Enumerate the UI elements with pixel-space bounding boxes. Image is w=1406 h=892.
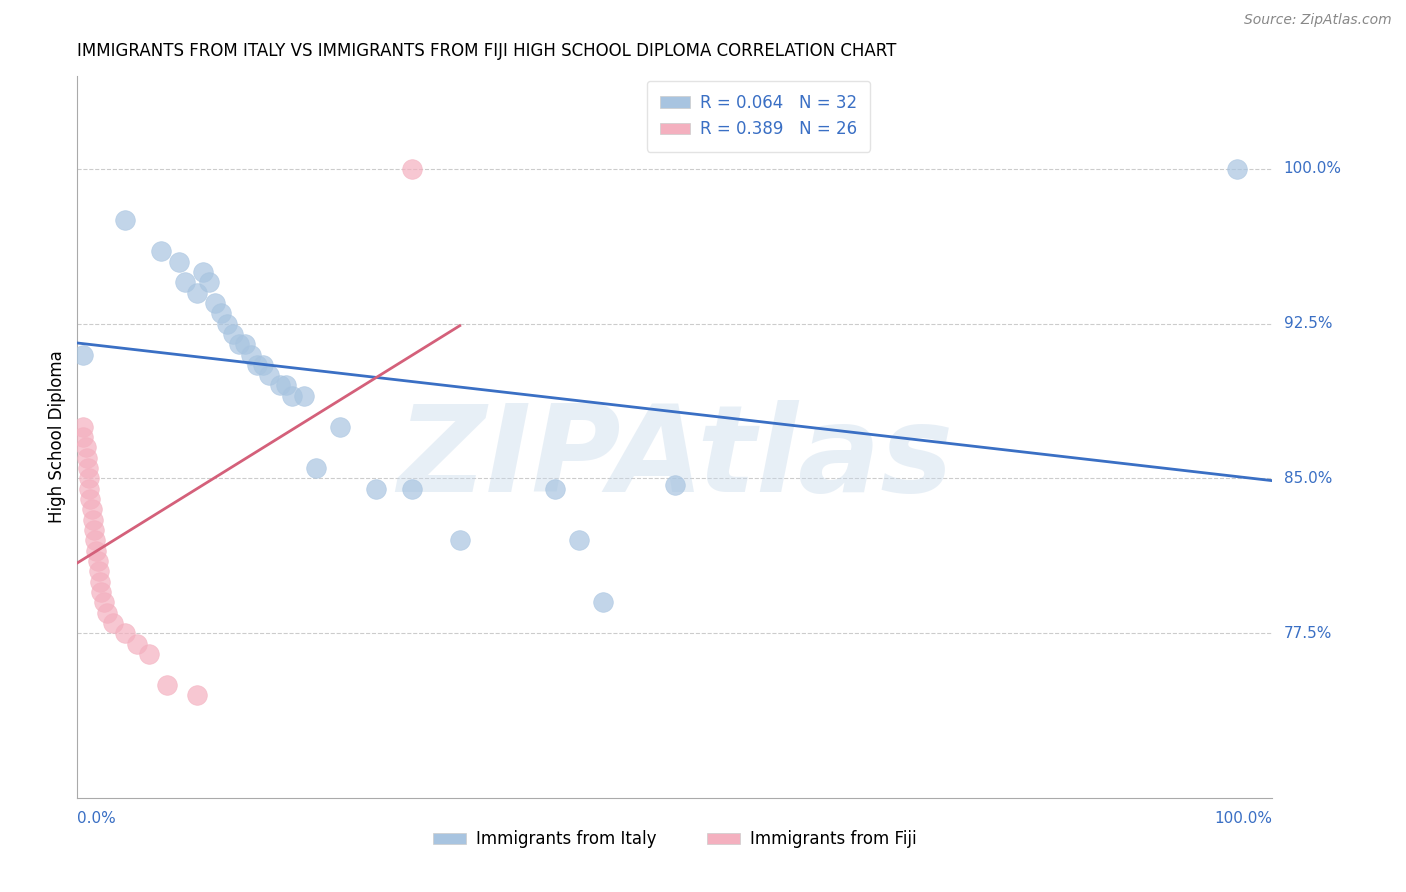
Point bbox=[222, 326, 245, 341]
Point bbox=[292, 389, 315, 403]
Point bbox=[401, 482, 423, 496]
Point bbox=[114, 626, 136, 640]
Point bbox=[228, 337, 250, 351]
Point bbox=[592, 595, 614, 609]
Point bbox=[186, 688, 208, 702]
Point bbox=[114, 213, 136, 227]
Point bbox=[82, 513, 104, 527]
Point bbox=[79, 471, 101, 485]
Point bbox=[84, 533, 107, 548]
Point bbox=[83, 523, 105, 537]
Point bbox=[544, 482, 567, 496]
Point bbox=[276, 378, 298, 392]
Point bbox=[197, 275, 219, 289]
Point bbox=[568, 533, 591, 548]
Y-axis label: High School Diploma: High School Diploma bbox=[48, 351, 66, 524]
Point bbox=[281, 389, 304, 403]
Point bbox=[80, 502, 103, 516]
Point bbox=[167, 254, 190, 268]
Point bbox=[664, 477, 686, 491]
Text: 92.5%: 92.5% bbox=[1284, 316, 1331, 331]
Text: 85.0%: 85.0% bbox=[1284, 471, 1331, 486]
Text: Source: ZipAtlas.com: Source: ZipAtlas.com bbox=[1244, 13, 1392, 28]
Text: 100.0%: 100.0% bbox=[1284, 161, 1341, 177]
Point bbox=[174, 275, 197, 289]
Point bbox=[103, 615, 124, 630]
Point bbox=[186, 285, 208, 300]
Point bbox=[150, 244, 173, 259]
Point bbox=[90, 585, 112, 599]
Point bbox=[246, 358, 269, 372]
Point bbox=[87, 564, 110, 578]
Point bbox=[204, 296, 226, 310]
Point bbox=[86, 543, 108, 558]
Point bbox=[156, 678, 179, 692]
Point bbox=[1226, 161, 1249, 176]
Point bbox=[79, 482, 101, 496]
Point bbox=[76, 450, 98, 465]
Point bbox=[270, 378, 292, 392]
Point bbox=[72, 347, 94, 361]
Point bbox=[401, 161, 423, 176]
Point bbox=[127, 636, 149, 650]
Point bbox=[72, 430, 94, 444]
Text: 100.0%: 100.0% bbox=[1215, 812, 1272, 826]
Text: ZIPAtlas: ZIPAtlas bbox=[396, 401, 953, 517]
Point bbox=[138, 647, 160, 661]
Point bbox=[209, 306, 232, 320]
Point bbox=[79, 491, 101, 506]
Text: 0.0%: 0.0% bbox=[77, 812, 117, 826]
Point bbox=[252, 358, 274, 372]
Text: 77.5%: 77.5% bbox=[1284, 625, 1331, 640]
Point bbox=[72, 419, 94, 434]
Point bbox=[257, 368, 280, 383]
Point bbox=[233, 337, 256, 351]
Point bbox=[305, 461, 328, 475]
Point bbox=[93, 595, 115, 609]
Point bbox=[449, 533, 471, 548]
Point bbox=[86, 554, 108, 568]
Text: IMMIGRANTS FROM ITALY VS IMMIGRANTS FROM FIJI HIGH SCHOOL DIPLOMA CORRELATION CH: IMMIGRANTS FROM ITALY VS IMMIGRANTS FROM… bbox=[77, 43, 897, 61]
Point bbox=[96, 606, 118, 620]
Point bbox=[366, 482, 388, 496]
Point bbox=[75, 441, 97, 455]
Point bbox=[89, 574, 111, 589]
Point bbox=[239, 347, 262, 361]
Point bbox=[215, 317, 238, 331]
Point bbox=[77, 461, 100, 475]
Point bbox=[329, 419, 352, 434]
Point bbox=[191, 265, 214, 279]
Legend: Immigrants from Italy, Immigrants from Fiji: Immigrants from Italy, Immigrants from F… bbox=[426, 823, 924, 855]
